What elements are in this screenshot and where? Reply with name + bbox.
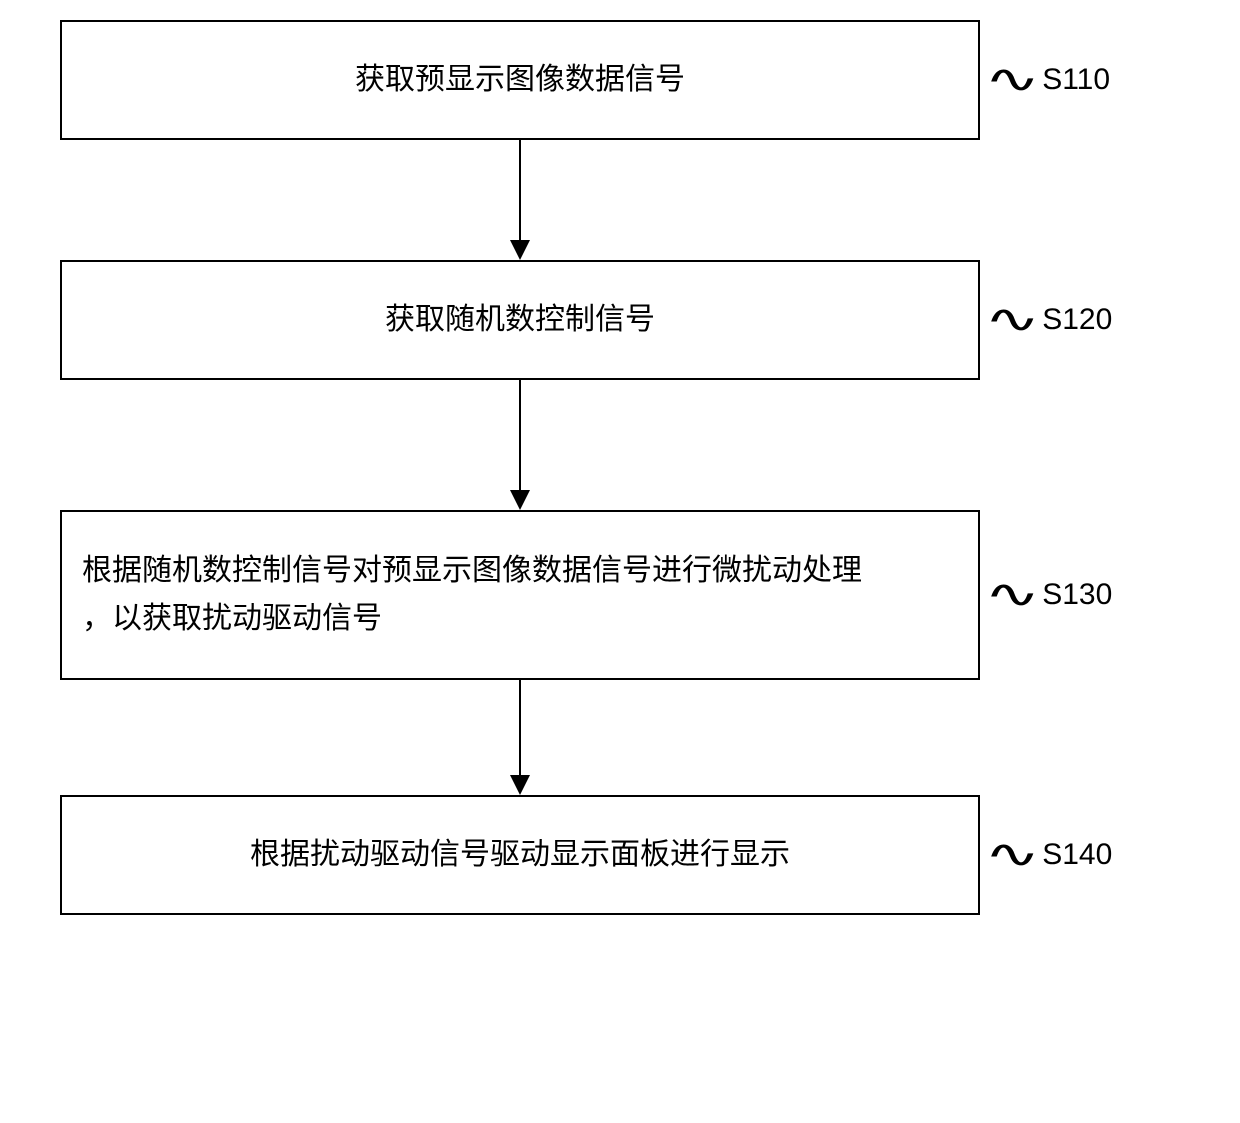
step-label-s120: S120 xyxy=(1042,303,1112,337)
step-label-container-s120: ∿ S120 xyxy=(992,296,1112,344)
step-label-s130: S130 xyxy=(1042,578,1112,612)
step-text-s140: 根据扰动驱动信号驱动显示面板进行显示 xyxy=(250,831,790,879)
arrow-down-icon xyxy=(500,680,540,795)
step-box-s140: 根据扰动驱动信号驱动显示面板进行显示 xyxy=(60,795,980,915)
flowchart-container: 获取预显示图像数据信号 ∿ S110 获取随机数控制信号 ∿ S120 xyxy=(60,20,1180,915)
step-text-s130-line2: ，以获取扰动驱动信号 xyxy=(82,595,958,643)
tilde-icon: ∿ xyxy=(984,61,1040,99)
arrow-3-container xyxy=(60,680,980,795)
step-row-s130: 根据随机数控制信号对预显示图像数据信号进行微扰动处理 ，以获取扰动驱动信号 ∿ … xyxy=(60,510,1180,680)
step-box-s120: 获取随机数控制信号 xyxy=(60,260,980,380)
arrow-1-container xyxy=(60,140,980,260)
step-text-s120: 获取随机数控制信号 xyxy=(385,296,655,344)
tilde-icon: ∿ xyxy=(984,301,1040,339)
step-row-s110: 获取预显示图像数据信号 ∿ S110 xyxy=(60,20,1180,140)
step-row-s140: 根据扰动驱动信号驱动显示面板进行显示 ∿ S140 xyxy=(60,795,1180,915)
step-text-s110: 获取预显示图像数据信号 xyxy=(355,56,685,104)
step-label-s140: S140 xyxy=(1042,838,1112,872)
step-label-container-s110: ∿ S110 xyxy=(992,56,1110,104)
step-box-s130: 根据随机数控制信号对预显示图像数据信号进行微扰动处理 ，以获取扰动驱动信号 xyxy=(60,510,980,680)
step-box-s110: 获取预显示图像数据信号 xyxy=(60,20,980,140)
step-row-s120: 获取随机数控制信号 ∿ S120 xyxy=(60,260,1180,380)
tilde-icon: ∿ xyxy=(984,576,1040,614)
tilde-icon: ∿ xyxy=(984,836,1040,874)
step-text-s130-line1: 根据随机数控制信号对预显示图像数据信号进行微扰动处理 xyxy=(82,547,958,595)
step-label-container-s140: ∿ S140 xyxy=(992,831,1112,879)
arrow-down-icon xyxy=(500,380,540,510)
step-label-container-s130: ∿ S130 xyxy=(992,571,1112,619)
step-label-s110: S110 xyxy=(1042,63,1110,97)
arrow-2-container xyxy=(60,380,980,510)
arrow-down-icon xyxy=(500,140,540,260)
